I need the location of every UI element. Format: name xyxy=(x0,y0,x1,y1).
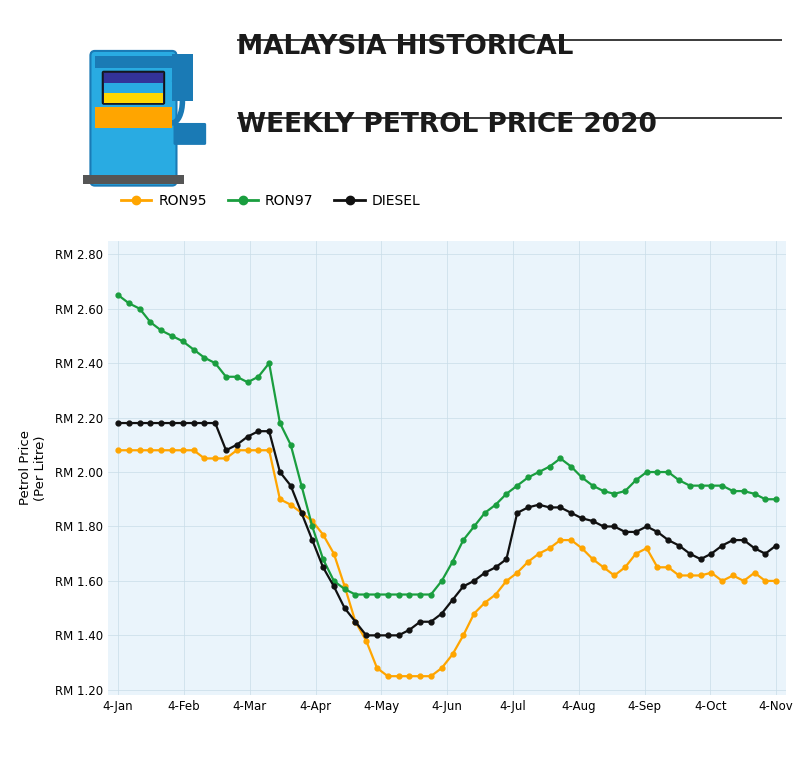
Text: MALAYSIA HISTORICAL: MALAYSIA HISTORICAL xyxy=(237,34,573,60)
Text: WEEKLY PETROL PRICE 2020: WEEKLY PETROL PRICE 2020 xyxy=(237,112,657,138)
FancyBboxPatch shape xyxy=(103,71,164,104)
Bar xyxy=(172,54,192,101)
FancyBboxPatch shape xyxy=(173,123,206,145)
Bar xyxy=(103,92,163,102)
Bar xyxy=(83,175,184,184)
Bar xyxy=(95,56,172,68)
Bar xyxy=(103,73,163,83)
Bar xyxy=(103,83,163,92)
FancyBboxPatch shape xyxy=(91,51,176,186)
Y-axis label: Petrol Price
(Per Litre): Petrol Price (Per Litre) xyxy=(19,430,47,506)
Bar xyxy=(95,107,172,128)
Legend: RON95, RON97, DIESEL: RON95, RON97, DIESEL xyxy=(115,189,426,214)
